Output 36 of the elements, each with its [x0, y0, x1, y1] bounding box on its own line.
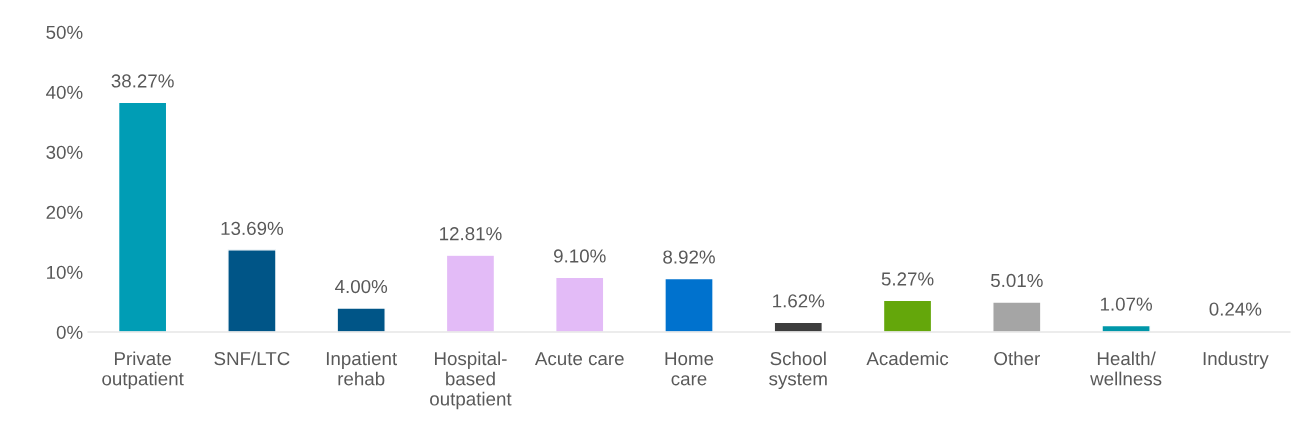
y-tick-label: 20%: [46, 205, 83, 219]
data-label: 38.27%: [111, 74, 174, 88]
data-label: 1.62%: [773, 294, 825, 308]
y-tick-label: 30%: [46, 145, 83, 159]
x-tick-label: Home care: [665, 352, 714, 386]
x-tick-label: Private outpatient: [102, 351, 184, 390]
bar: [117, 101, 168, 332]
x-tick-label: SNF/LTC: [214, 351, 290, 366]
y-tick-label: 50%: [46, 25, 83, 39]
bar: [664, 277, 714, 332]
x-tick-label: Hospital- based outpatient: [430, 351, 512, 410]
data-label: 13.69%: [221, 221, 284, 236]
x-tick-label: Academic: [866, 351, 949, 366]
y-tick-label: 0%: [56, 325, 83, 339]
data-label: 8.92%: [663, 250, 715, 264]
bar: [445, 254, 496, 332]
bar: [336, 307, 386, 332]
y-tick-label: 40%: [46, 85, 83, 99]
x-tick-label: Health/ wellness: [1090, 351, 1162, 386]
data-label: 5.01%: [990, 273, 1043, 288]
y-tick-label: 10%: [47, 265, 83, 279]
data-label: 5.27%: [881, 272, 934, 286]
bar: [992, 301, 1042, 332]
x-tick-label: Other: [994, 351, 1040, 366]
bar: [882, 299, 933, 332]
bar: [227, 249, 277, 332]
data-label: 1.07%: [1100, 297, 1153, 311]
x-tick-label: Industry: [1203, 351, 1269, 369]
bar: [554, 276, 605, 332]
data-label: 4.00%: [335, 279, 388, 294]
data-label: 0.24%: [1209, 302, 1262, 316]
x-tick-label: Acute care: [534, 352, 624, 366]
data-label: 9.10%: [554, 249, 606, 263]
x-tick-label: Inpatient rehab: [326, 351, 398, 386]
data-label: 12.81%: [440, 227, 502, 241]
x-tick-label: School system: [769, 351, 827, 390]
